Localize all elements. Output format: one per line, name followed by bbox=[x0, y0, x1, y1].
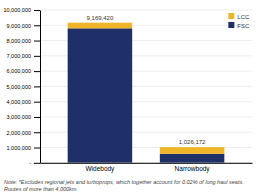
legend-label: LCC bbox=[237, 14, 250, 20]
tick-label: 9,000,000 bbox=[7, 23, 31, 29]
tick-label: Widebody bbox=[85, 165, 115, 173]
tick: - bbox=[29, 160, 40, 166]
tick-label: 5,000,000 bbox=[7, 84, 31, 90]
tick: 3,000,000 bbox=[7, 114, 40, 120]
tick-mark bbox=[34, 132, 40, 133]
legend: LCC FSC bbox=[228, 13, 250, 29]
bar bbox=[68, 23, 133, 29]
tick-mark bbox=[34, 148, 40, 149]
tick-label: 1,000,000 bbox=[7, 145, 31, 151]
y-axis: - 1,000,000 2,000,000 3,000,000 4,000,000 5,0… bbox=[3, 7, 40, 166]
legend-item: LCC bbox=[228, 13, 250, 20]
note: Note: *Excludes regional jets and turbop… bbox=[4, 179, 244, 192]
series bbox=[68, 28, 225, 162]
tick: 9,000,000 bbox=[7, 23, 40, 29]
legend-swatch bbox=[228, 13, 234, 19]
tick: 4,000,000 bbox=[7, 99, 40, 105]
axis-line bbox=[41, 163, 253, 164]
tick-label: 8,000,000 bbox=[7, 38, 31, 44]
annotations: 9,169,420 1,026,172 bbox=[87, 15, 207, 145]
chart: - 1,000,000 2,000,000 3,000,000 4,000,000 5,0… bbox=[0, 0, 260, 194]
tick-label: 3,000,000 bbox=[7, 114, 31, 120]
tick-mark bbox=[34, 41, 40, 42]
legend-label: FSC bbox=[237, 23, 250, 29]
tick-mark bbox=[34, 25, 40, 26]
tick: 7,000,000 bbox=[7, 53, 40, 59]
tick-mark bbox=[34, 10, 40, 11]
tick-mark bbox=[34, 86, 40, 87]
bar bbox=[160, 154, 225, 163]
tick: 2,000,000 bbox=[7, 130, 40, 136]
tick: 6,000,000 bbox=[7, 68, 40, 74]
tick: 10,000,000 bbox=[3, 7, 40, 13]
tick-mark bbox=[34, 117, 40, 118]
tick: Widebody bbox=[85, 163, 115, 174]
tick-label: 6,000,000 bbox=[7, 68, 31, 74]
legend-swatch bbox=[228, 22, 234, 28]
grid bbox=[40, 10, 252, 163]
series bbox=[68, 23, 225, 154]
tick-label: 2,000,000 bbox=[7, 130, 31, 136]
plot: - 1,000,000 2,000,000 3,000,000 4,000,000 5,0… bbox=[3, 7, 252, 173]
tick: 1,000,000 bbox=[7, 145, 40, 151]
tick-label: 10,000,000 bbox=[3, 7, 31, 13]
tick: 8,000,000 bbox=[7, 38, 40, 44]
tick-mark bbox=[34, 102, 40, 103]
tick-label: - bbox=[29, 160, 31, 166]
tick-label: Narrowbody bbox=[175, 165, 211, 173]
tick-mark bbox=[34, 56, 40, 57]
bar bbox=[160, 147, 225, 154]
total-label: 9,169,420 bbox=[87, 15, 114, 21]
tick-mark bbox=[34, 71, 40, 72]
tick-mark bbox=[34, 163, 40, 164]
tick: Narrowbody bbox=[175, 163, 211, 174]
x-axis: Widebody Narrowbody bbox=[41, 163, 253, 174]
bars bbox=[68, 23, 225, 163]
tick: 5,000,000 bbox=[7, 84, 40, 90]
bar bbox=[68, 28, 133, 162]
legend-item: FSC bbox=[228, 22, 250, 29]
total-label: 1,026,172 bbox=[179, 139, 206, 145]
grid-line bbox=[40, 10, 252, 11]
tick-label: 4,000,000 bbox=[7, 99, 31, 105]
axis-line bbox=[40, 11, 41, 164]
tick-label: 7,000,000 bbox=[7, 53, 31, 59]
